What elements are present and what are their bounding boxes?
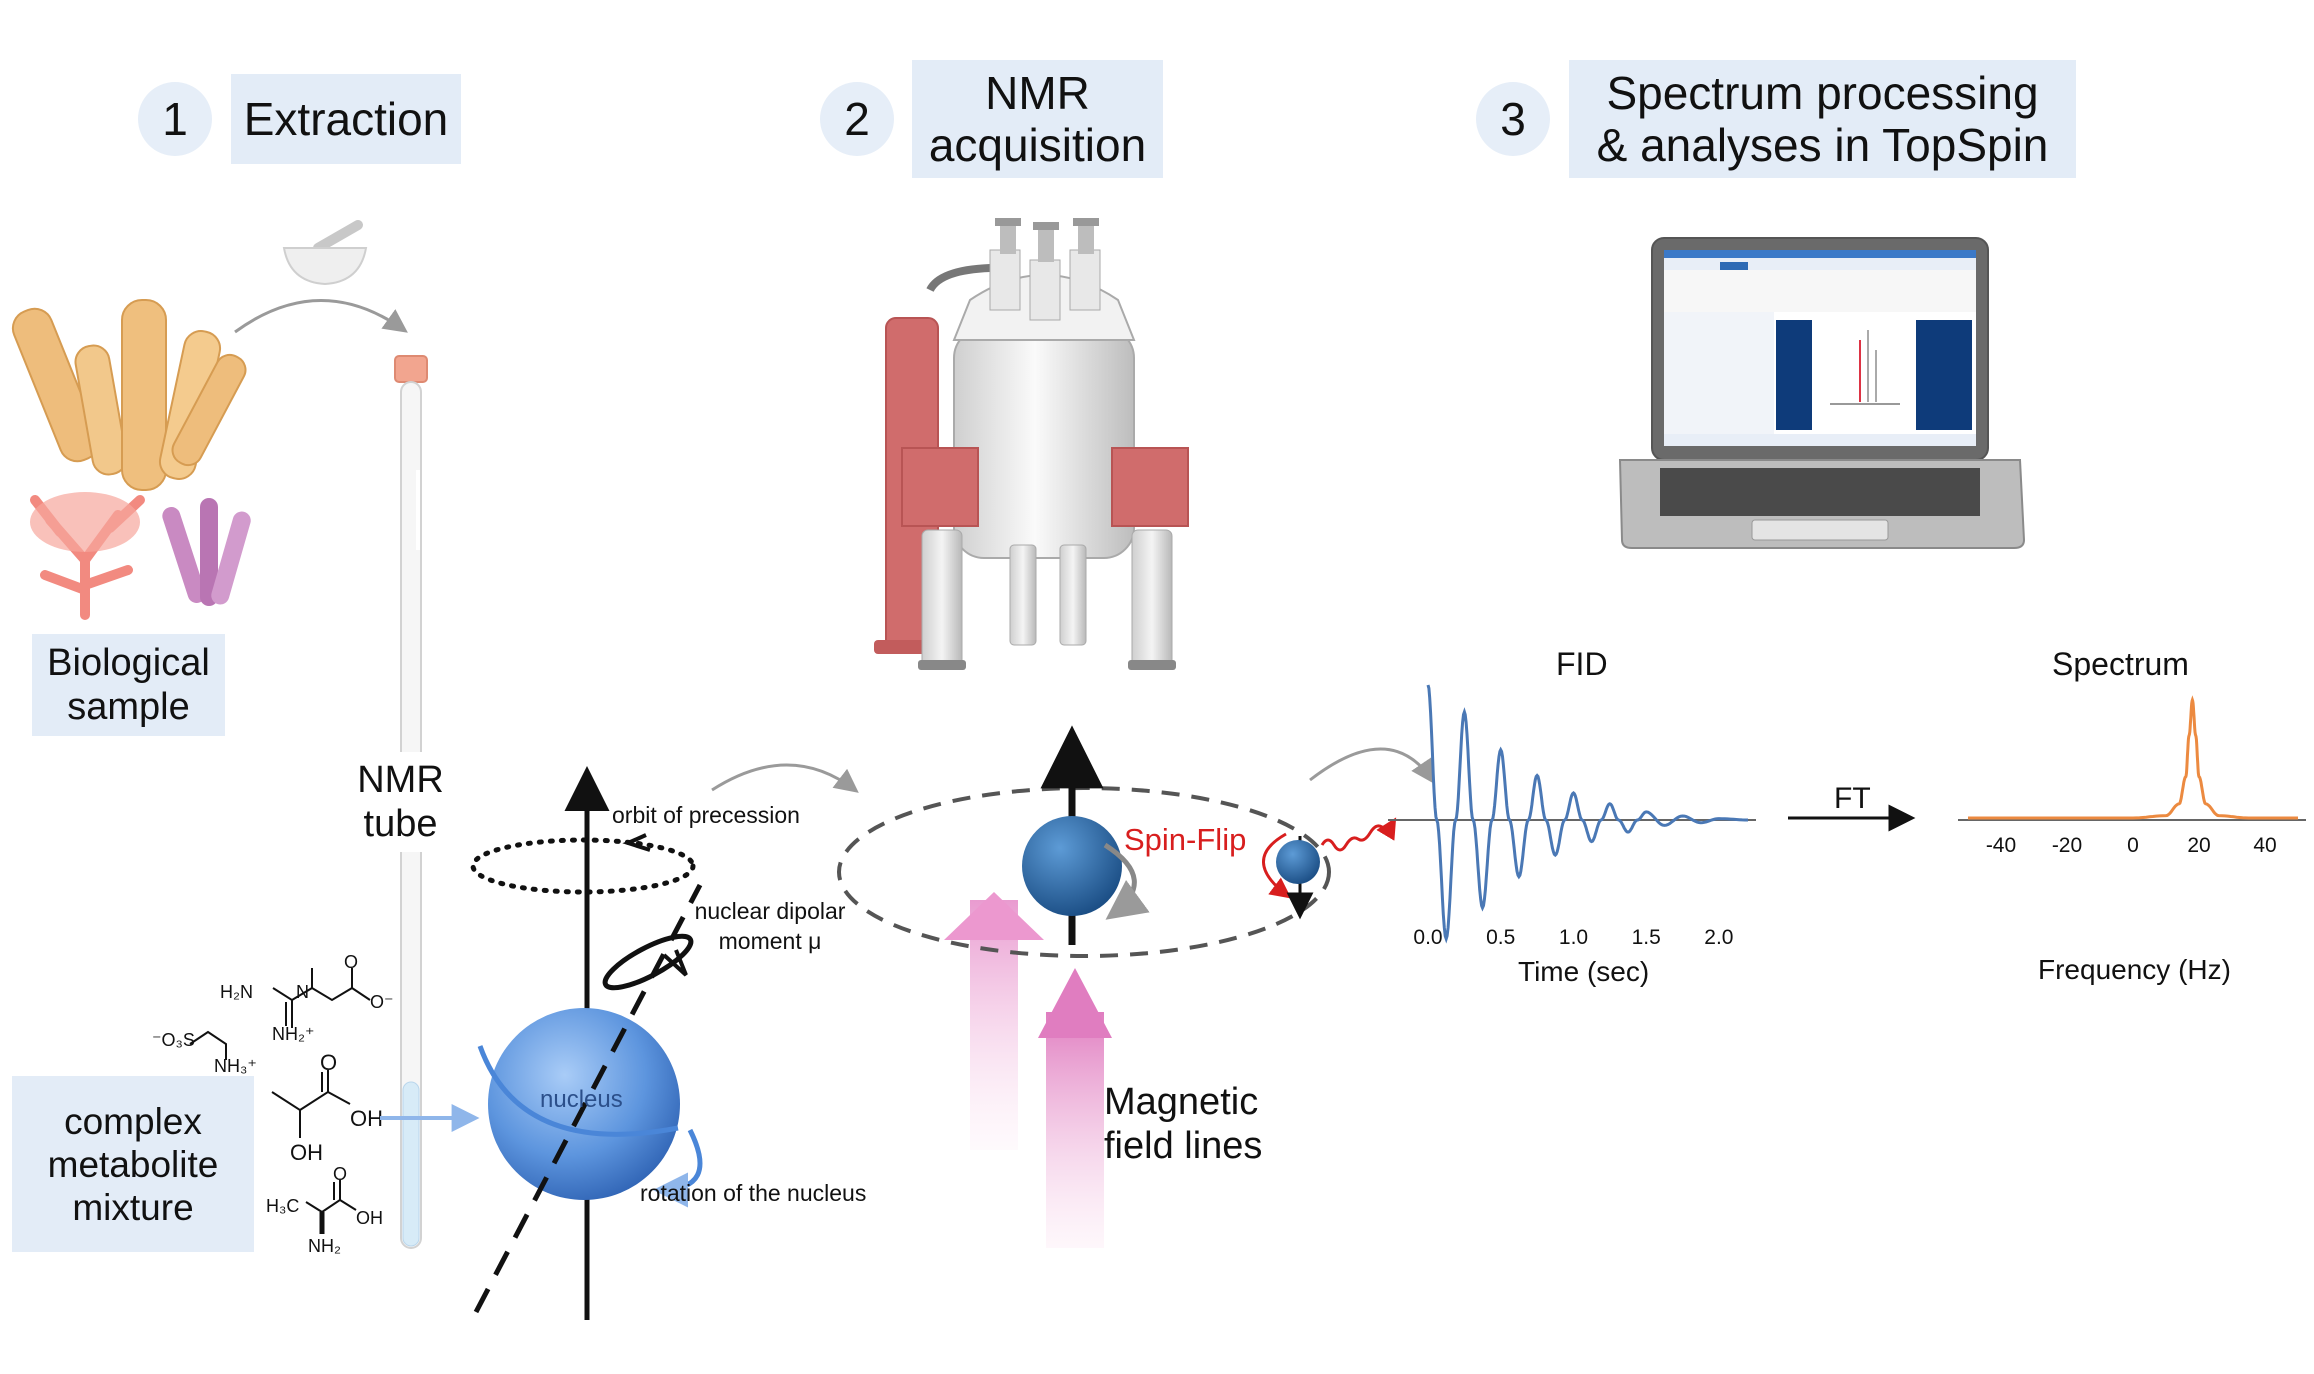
step-2-title-line2: acquisition [928,119,1147,171]
biological-sample-line2: sample [67,686,190,728]
step-1-number: 1 [138,82,212,156]
magnetic-line1: Magnetic [1104,1081,1259,1123]
lactate-o: O [320,1050,337,1075]
step-3-title-line1: Spectrum processing [1606,67,2039,119]
orbit-label: orbit of precession [612,802,800,828]
lactate-oh2: OH [290,1140,323,1165]
biological-sample-label: Biological sample [32,634,225,736]
fid-x-axis-label: Time (sec) [1518,956,1650,987]
step-3-title: Spectrum processing & analyses in TopSpi… [1569,60,2076,178]
ft-label: FT [1834,782,1871,815]
spin-to-fid-arrow [1309,747,1435,784]
mixture-line3: mixture [72,1186,194,1228]
spectrum-chart: -40 -20 0 20 40 [1958,695,2306,857]
fid-chart: 0.0 0.5 1.0 1.5 2.0 [1388,684,1756,949]
step-1-title: Extraction [231,74,461,164]
mortar-pestle-icon [282,220,368,286]
spectrum-title: Spectrum [2052,646,2189,682]
lactate-oh1: OH [350,1106,383,1131]
spectrum-tick-label: 40 [2253,834,2276,857]
nmr-tube-label: NMR tube [344,752,457,852]
step-3-title-line2: & analyses in TopSpin [1596,119,2049,171]
rotation-label: rotation of the nucleus [640,1180,867,1206]
taurine-nh3: NH₃⁺ [214,1056,257,1076]
extraction-arrow [234,299,408,334]
mixture-line1: complex [64,1100,202,1142]
alanine-h3c: H₃C [266,1196,299,1216]
spectrum-tick-label: -40 [1986,834,2016,857]
spectrum-line [1968,695,2298,820]
fid-line [1426,684,1748,944]
fid-title: FID [1556,646,1608,682]
magnetic-line2: field lines [1104,1125,1263,1167]
metabolite-molecules [189,968,371,1234]
coral-sponge-icon [11,299,251,620]
laptop-topspin-icon [1618,237,2026,549]
spin-flip-diagram [837,725,1397,1248]
spin-flip-label: Spin-Flip [1124,822,1247,857]
nmr-tube-line1: NMR [357,759,444,801]
nmr-tube-line2: tube [363,803,438,845]
step-2-number: 2 [820,82,894,156]
spectrum-tick-label: 20 [2187,834,2210,857]
fid-tick-label: 0.0 [1413,926,1442,949]
nucleus-precession-diagram [470,766,703,1320]
creatine-o-minus: O⁻ [370,992,394,1012]
step-1-title-text: Extraction [243,93,449,145]
creatine-h2n: H₂N [220,982,253,1002]
biological-sample-line1: Biological [47,642,210,684]
taurine-so3: ⁻O₃S [152,1030,195,1050]
nucleus-label: nucleus [540,1086,623,1113]
creatine-n: N [296,982,309,1002]
step-2-title-line1: NMR [985,67,1090,119]
fid-tick-label: 0.5 [1486,926,1515,949]
metabolite-mixture-label: complex metabolite mixture [12,1076,254,1252]
spectrum-tick-label: -20 [2052,834,2082,857]
creatine-nh2: NH₂⁺ [272,1024,315,1044]
molecule-labels: H₂N N NH₂⁺ O O⁻ ⁻O₃S NH₃⁺ O OH OH H₃C O … [152,952,394,1256]
dipolar-line2: moment μ [718,928,822,954]
fid-tick-label: 1.5 [1632,926,1661,949]
fid-tick-label: 2.0 [1704,926,1733,949]
alanine-nh2: NH₂ [308,1236,341,1256]
dipolar-line1: nuclear dipolar [694,898,846,924]
alanine-oh: OH [356,1208,383,1228]
step-3-number: 3 [1476,82,1550,156]
step-2-title: NMR acquisition [912,60,1163,178]
creatine-o: O [344,952,358,972]
nmr-magnet-icon [874,218,1189,670]
spectrum-tick-label: 0 [2127,834,2139,857]
alanine-o: O [333,1164,347,1184]
precession-to-spin-arrow [711,763,859,793]
spectrum-x-axis-label: Frequency (Hz) [2038,954,2231,985]
fid-tick-label: 1.0 [1559,926,1588,949]
mixture-line2: metabolite [47,1143,219,1185]
